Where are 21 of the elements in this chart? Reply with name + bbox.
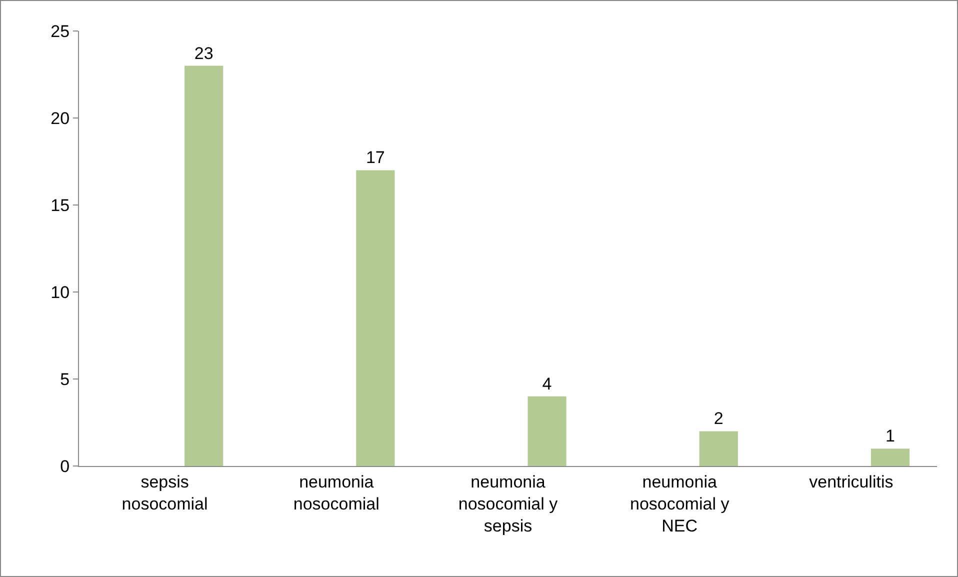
x-tick-label: ventriculitis [809,472,894,492]
y-tick-label: 0 [60,456,70,476]
data-label: 4 [542,374,552,394]
data-label: 1 [886,426,895,446]
data-label: 2 [714,409,724,428]
y-tick-label: 15 [50,196,70,215]
x-tick-label: sepsis nosocomial [122,472,208,514]
bar [184,66,224,466]
y-tick-label: 25 [50,22,70,41]
y-tick-label: 5 [60,370,70,389]
y-tick-label: 10 [50,282,70,302]
bar [356,170,395,466]
x-tick-label: neumonia nosocomial y NEC [630,472,730,536]
data-label: 23 [194,44,214,63]
x-tick-label: neumonia nosocomial [293,472,380,514]
bar [699,431,738,466]
bar [528,396,566,466]
bar [870,448,910,466]
y-tick-label: 20 [50,108,70,128]
x-tick-label: neumonia nosocomial y sepsis [458,472,558,536]
data-label: 17 [366,148,385,168]
